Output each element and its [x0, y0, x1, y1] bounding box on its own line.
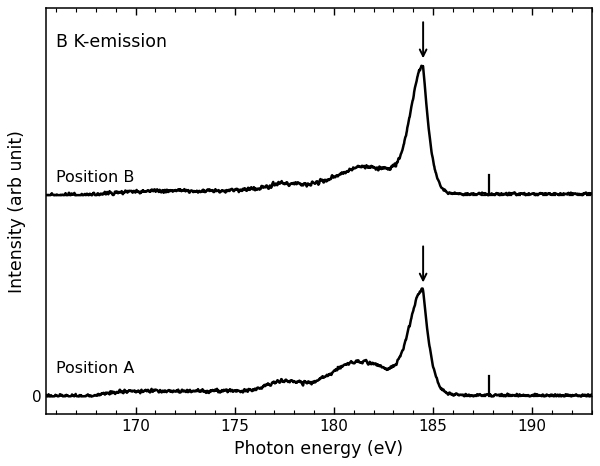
X-axis label: Photon energy (eV): Photon energy (eV) — [235, 439, 404, 458]
Text: Position A: Position A — [56, 362, 134, 377]
Y-axis label: Intensity (arb unit): Intensity (arb unit) — [8, 130, 26, 293]
Text: Position B: Position B — [56, 170, 134, 185]
Text: B K-emission: B K-emission — [56, 34, 167, 51]
